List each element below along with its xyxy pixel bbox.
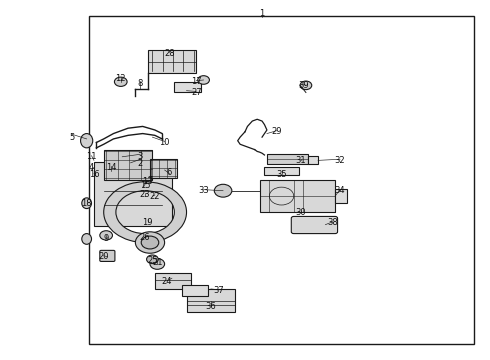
Text: 17: 17 — [191, 77, 201, 86]
Wedge shape — [104, 182, 187, 243]
Text: 28: 28 — [164, 49, 175, 58]
FancyBboxPatch shape — [335, 189, 347, 203]
Text: 9: 9 — [103, 234, 109, 243]
Text: 27: 27 — [191, 88, 201, 97]
FancyBboxPatch shape — [187, 289, 235, 312]
FancyBboxPatch shape — [147, 50, 196, 73]
FancyBboxPatch shape — [94, 162, 172, 226]
Text: 13: 13 — [142, 177, 153, 186]
Text: 10: 10 — [159, 138, 170, 147]
Circle shape — [147, 255, 158, 264]
Text: 4: 4 — [89, 163, 94, 172]
Text: 19: 19 — [142, 219, 153, 228]
Text: 21: 21 — [152, 258, 163, 267]
Bar — [150, 158, 177, 178]
Text: 2: 2 — [138, 159, 143, 168]
Circle shape — [150, 258, 165, 269]
Text: 31: 31 — [296, 156, 306, 165]
FancyBboxPatch shape — [182, 285, 208, 296]
Bar — [104, 150, 152, 180]
Circle shape — [141, 236, 159, 249]
Bar — [89, 16, 474, 344]
Text: 5: 5 — [70, 132, 74, 141]
FancyBboxPatch shape — [267, 154, 308, 164]
Text: 39: 39 — [298, 81, 309, 90]
Text: 36: 36 — [205, 302, 216, 311]
Circle shape — [198, 76, 209, 84]
Text: 34: 34 — [335, 186, 345, 195]
FancyBboxPatch shape — [155, 273, 192, 289]
Text: 22: 22 — [149, 192, 160, 201]
Text: 38: 38 — [327, 219, 338, 228]
Ellipse shape — [82, 198, 92, 208]
Circle shape — [214, 184, 232, 197]
Text: 30: 30 — [296, 208, 306, 217]
Text: 11: 11 — [86, 152, 97, 161]
Text: 24: 24 — [162, 277, 172, 286]
Text: 29: 29 — [271, 127, 282, 136]
Ellipse shape — [82, 234, 92, 244]
Text: 7: 7 — [147, 176, 153, 185]
Text: 12: 12 — [116, 74, 126, 83]
Text: 16: 16 — [89, 170, 99, 179]
Text: 32: 32 — [335, 156, 345, 165]
Text: 6: 6 — [167, 168, 172, 177]
Text: 15: 15 — [140, 181, 150, 190]
Text: 3: 3 — [138, 152, 143, 161]
Text: 37: 37 — [213, 286, 223, 295]
Bar — [174, 82, 201, 93]
Text: 23: 23 — [140, 190, 150, 199]
FancyBboxPatch shape — [308, 156, 318, 164]
Text: 35: 35 — [276, 170, 287, 179]
Circle shape — [135, 232, 165, 253]
Text: 18: 18 — [81, 199, 92, 208]
FancyBboxPatch shape — [100, 250, 115, 261]
Text: 20: 20 — [98, 252, 109, 261]
Circle shape — [100, 231, 113, 240]
FancyBboxPatch shape — [265, 167, 298, 175]
Text: 8: 8 — [138, 79, 143, 88]
Text: 14: 14 — [106, 163, 116, 172]
Text: 26: 26 — [140, 233, 150, 242]
Text: 1: 1 — [259, 9, 265, 18]
Circle shape — [300, 81, 312, 90]
Circle shape — [115, 77, 127, 86]
FancyBboxPatch shape — [260, 180, 335, 212]
Text: 33: 33 — [198, 186, 209, 195]
FancyBboxPatch shape — [291, 216, 338, 234]
Ellipse shape — [80, 134, 93, 148]
Text: 25: 25 — [147, 256, 158, 265]
